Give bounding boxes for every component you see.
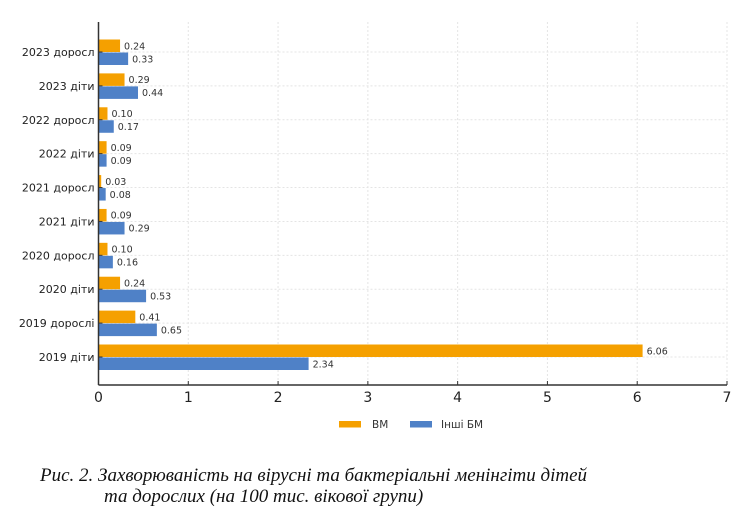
figure-caption-line2: та дорослих (на 100 тис. вікової групи) [104,486,424,507]
x-tick-label: 1 [184,390,193,406]
bar-vm [98,39,121,52]
bar-inshi-bm [98,154,107,167]
bars [98,39,643,370]
category-label: 2022 доросл [22,114,95,127]
category-label: 2021 діти [39,215,95,228]
category-label: 2023 діти [39,80,95,93]
axes [97,22,728,386]
value-label: 0.41 [139,312,160,323]
bar-inshi-bm [98,86,139,99]
value-label: 0.09 [111,211,132,222]
value-label: 0.16 [117,258,138,269]
x-tick-labels: 0 1 2 3 4 5 6 7 [94,390,731,406]
bar-vm [98,242,108,256]
value-label: 0.09 [111,156,132,167]
category-label: 2020 діти [39,283,95,296]
bar-vm [98,276,121,290]
value-label: 0.33 [132,54,153,65]
bar-vm [98,208,107,222]
value-label: 0.08 [110,190,131,201]
x-tick-label: 0 [94,390,103,406]
legend-label-inshi-bm: Інші БМ [441,419,483,431]
x-tick-label: 6 [633,390,642,406]
value-label: 0.09 [111,143,132,154]
bar-vm [98,73,125,86]
value-label: 0.44 [142,88,163,99]
category-label: 2019 діти [39,351,95,364]
bar-inshi-bm [98,255,113,269]
value-label: 0.29 [129,224,150,235]
bar-inshi-bm [98,120,114,133]
category-label: 2020 доросл [22,249,95,262]
value-label: 0.29 [129,75,150,86]
x-tick-label: 5 [543,390,552,406]
bar-vm [98,175,102,188]
value-label: 0.17 [118,122,139,133]
value-label: 0.53 [150,291,171,302]
value-label: 0.10 [111,245,132,256]
x-tick-label: 3 [363,390,372,406]
value-labels: 0.24 0.29 0.10 0.09 0.03 0.09 0.10 0.24 0.41 6.06… [105,41,668,370]
value-label: 0.10 [111,109,132,120]
value-label: 0.24 [124,278,145,289]
bar-inshi-bm [98,188,106,201]
legend-swatch-inshi-bm [410,421,432,428]
category-label: 2021 доросл [22,182,95,195]
x-tick-label: 2 [274,390,283,406]
bar-inshi-bm [98,221,125,235]
bar-vm [98,141,107,154]
figure-caption-line1: Рис. 2. Захворюваність на вірусні та бак… [40,465,588,486]
value-label: 0.24 [124,41,145,52]
bar-vm [98,344,643,357]
legend-swatch-vm [339,421,361,428]
value-label: 0.03 [105,177,126,188]
bar-inshi-bm [98,289,147,303]
category-label: 2022 діти [39,148,95,161]
bar-inshi-bm [98,323,157,337]
value-label: 2.34 [313,359,334,370]
bar-vm [98,107,108,120]
bar-inshi-bm [98,357,309,370]
grid [98,22,728,385]
bar-vm [98,310,136,324]
value-label: 0.65 [161,325,182,336]
x-tick-label: 4 [453,390,462,406]
x-tick-label: 7 [723,390,732,406]
category-label: 2019 дорослі [19,317,95,330]
legend-label-vm: ВМ [372,419,388,431]
bar-inshi-bm [98,52,129,65]
category-labels: 2023 доросл 2023 діти 2022 доросл 2022 діти… [19,46,95,364]
value-label: 6.06 [647,346,668,357]
bar-chart: 0.24 0.29 0.10 0.09 0.03 0.09 0.10 0.24 0.41 6.06… [19,22,731,431]
legend: ВМ Інші БМ [339,419,483,431]
category-label: 2023 доросл [22,46,95,59]
